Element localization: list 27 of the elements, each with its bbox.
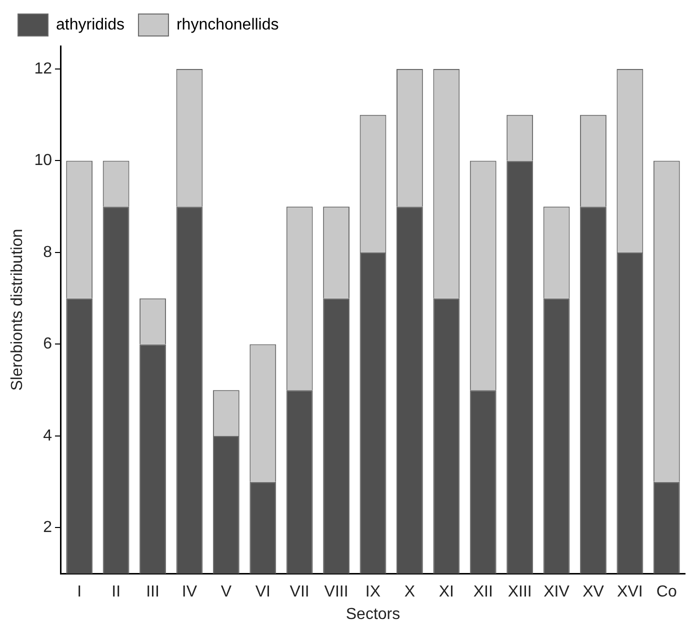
x-tick-label: II [112,584,120,601]
x-tick-label: XIII [508,584,532,601]
y-axis-title: Slerobionts distribution [9,228,26,391]
x-tick-label: VIII [324,584,348,601]
x-tick-label: X [404,584,416,601]
y-tick-label: 2 [43,519,52,536]
x-tick-label: III [146,584,160,601]
x-tick-label: VII [290,584,310,601]
legend-label: rhynchonellids [176,16,279,34]
x-tick-label: XI [438,584,454,601]
x-tick-label: Co [656,584,677,601]
x-tick-label: IX [365,584,381,601]
x-tick-label: XV [582,584,604,601]
x-tick-label: V [220,584,232,601]
x-tick-label: VI [255,584,270,601]
x-tick-label: IV [182,584,198,601]
y-tick-label: 12 [34,60,52,78]
x-tick-label: I [77,584,82,601]
legend-label: athyridids [56,16,124,34]
y-tick-label: 4 [43,427,52,444]
y-tick-label: 6 [43,336,52,353]
y-tick-label: 10 [34,152,52,170]
x-tick-label: XVI [617,584,643,601]
x-tick-label: XIV [544,584,570,601]
x-axis-title: Sectors [346,606,400,623]
y-tick-label: 8 [43,244,52,261]
x-tick-label: XII [473,584,493,601]
